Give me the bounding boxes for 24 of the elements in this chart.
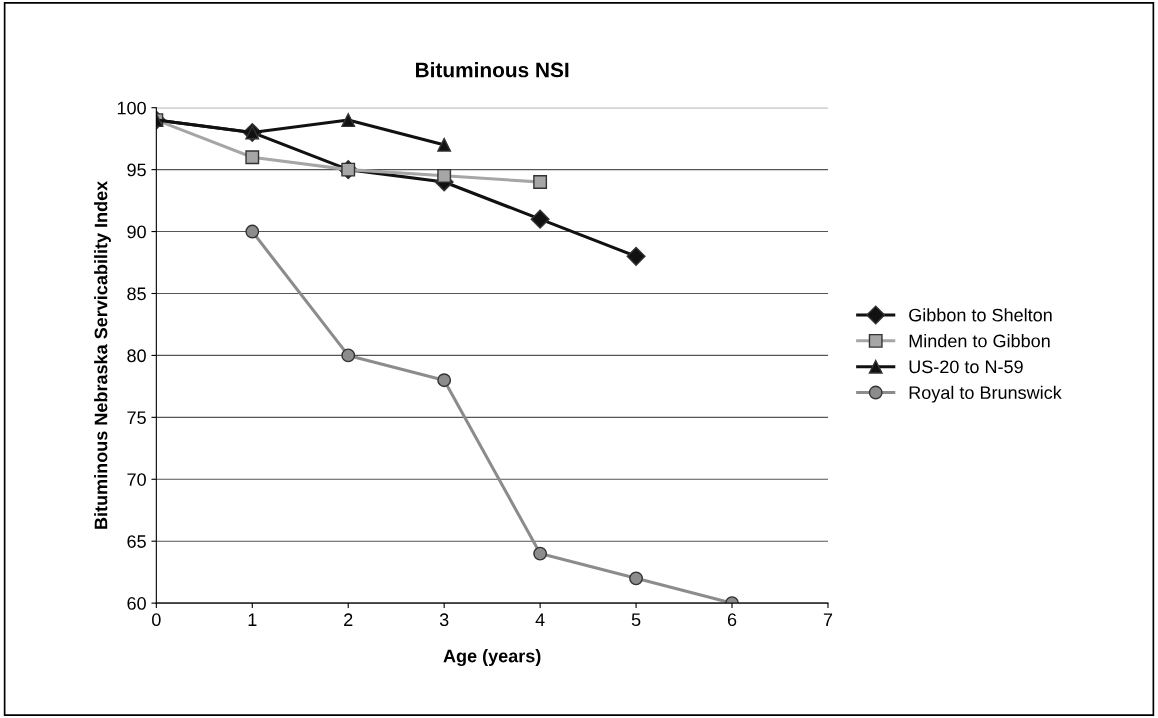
y-tick-label: 80 xyxy=(127,349,146,363)
x-tick-label: 6 xyxy=(727,613,737,627)
y-tick-label: 90 xyxy=(127,225,146,239)
x-tick-label: 3 xyxy=(439,613,449,627)
y-tick-label: 95 xyxy=(127,163,146,177)
y-tick-label: 100 xyxy=(117,101,146,115)
legend-label: Royal to Brunswick xyxy=(909,385,1062,403)
y-tick-label: 75 xyxy=(127,411,146,425)
x-tick-label: 7 xyxy=(823,613,833,626)
legend-label: Minden to Gibbon xyxy=(909,334,1050,348)
legend-label: US-20 to N-59 xyxy=(909,360,1023,374)
x-axis-title: Age (years) xyxy=(443,649,541,667)
y-tick-label: 70 xyxy=(127,473,146,486)
x-tick-label: 0 xyxy=(152,613,161,627)
x-tick-label: 4 xyxy=(535,613,545,626)
x-tick-label: 2 xyxy=(344,613,353,626)
y-tick-label: 65 xyxy=(127,535,146,548)
x-tick-label: 1 xyxy=(248,613,257,626)
x-tick-label: 5 xyxy=(631,613,641,627)
chart-title: Bituminous NSI xyxy=(416,62,569,78)
legend-label: Gibbon to Shelton xyxy=(909,308,1052,322)
y-axis-title: Bituminous Nebraska Servicability Index xyxy=(94,180,111,529)
y-tick-label: 60 xyxy=(127,597,146,610)
y-tick-label: 85 xyxy=(127,287,146,301)
